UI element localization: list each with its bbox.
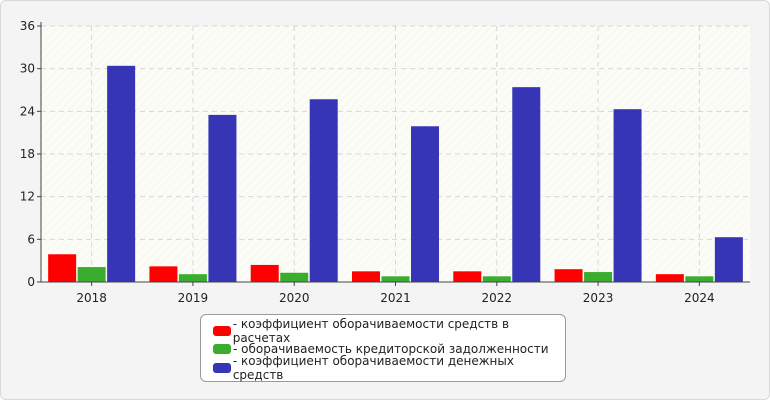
bars — [48, 65, 743, 283]
bar-series-3 — [613, 109, 642, 282]
y-tick-label: 36 — [20, 19, 35, 33]
bar-series-1 — [655, 274, 684, 282]
y-tick-label: 0 — [27, 275, 35, 289]
tick-labels: 0 6 12 18 24 30 36 2018 2019 2020 2021 2022 2023 2024 — [20, 19, 715, 305]
bar-series-3 — [512, 87, 541, 283]
legend-item-cash: - коэффициент оборачиваемости денежных с… — [213, 354, 565, 382]
bar-series-1 — [250, 264, 279, 282]
bar-series-2 — [482, 276, 511, 282]
bar-series-2 — [280, 272, 309, 282]
bar-series-1 — [149, 266, 178, 282]
bar-series-2 — [584, 272, 613, 282]
x-tick-label: 2021 — [380, 291, 411, 305]
y-tick-label: 12 — [20, 190, 35, 204]
y-tick-label: 6 — [27, 232, 35, 246]
bar-series-2 — [381, 276, 410, 282]
x-tick-label: 2020 — [279, 291, 310, 305]
x-tick-label: 2022 — [482, 291, 513, 305]
legend-swatch — [213, 363, 231, 373]
legend-label: - оборачиваемость кредиторской задолженн… — [233, 342, 549, 356]
x-tick-label: 2019 — [178, 291, 209, 305]
bar-series-3 — [309, 99, 338, 282]
legend: - коэффициент оборачиваемости средств в … — [200, 314, 566, 382]
y-tick-label: 18 — [20, 147, 35, 161]
bar-series-1 — [554, 269, 583, 282]
y-tick-label: 24 — [20, 104, 35, 118]
legend-swatch — [213, 344, 231, 354]
bar-series-3 — [411, 126, 439, 283]
bar-series-2 — [685, 276, 714, 282]
y-tick-label: 30 — [20, 62, 35, 76]
x-tick-label: 2018 — [76, 291, 107, 305]
bar-series-3 — [714, 237, 743, 282]
legend-swatch — [213, 326, 231, 336]
bar-series-1 — [453, 271, 482, 282]
bar-series-1 — [352, 271, 380, 282]
legend-item-payables: - оборачиваемость кредиторской задолженн… — [213, 340, 549, 358]
bar-series-2 — [77, 267, 106, 282]
legend-item-settlements: - коэффициент оборачиваемости средств в … — [213, 317, 565, 345]
bar-series-3 — [107, 65, 136, 282]
grid-lines — [41, 25, 750, 282]
bar-series-1 — [48, 254, 77, 282]
legend-label: - коэффициент оборачиваемости средств в … — [232, 317, 510, 345]
x-tick-label: 2024 — [684, 291, 715, 305]
legend-label: - коэффициент оборачиваемости денежных с… — [232, 354, 514, 382]
bar-series-2 — [178, 274, 207, 282]
axes — [37, 22, 750, 286]
bar-series-3 — [208, 114, 237, 282]
x-tick-label: 2023 — [583, 291, 614, 305]
